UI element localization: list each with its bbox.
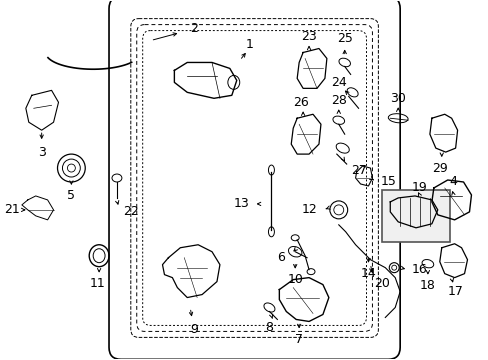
Text: 10: 10 [286, 273, 303, 286]
Text: 23: 23 [301, 30, 316, 43]
Text: 28: 28 [330, 94, 346, 107]
Text: 9: 9 [190, 323, 198, 336]
Text: 30: 30 [389, 92, 406, 105]
Text: 26: 26 [293, 96, 308, 109]
Text: 25: 25 [336, 32, 352, 45]
Text: 22: 22 [122, 205, 139, 219]
Text: 7: 7 [295, 333, 303, 346]
Text: 29: 29 [431, 162, 447, 175]
Text: 12: 12 [301, 203, 316, 216]
Text: 13: 13 [233, 197, 249, 210]
Text: 24: 24 [330, 76, 346, 89]
Text: 19: 19 [411, 181, 427, 194]
Text: 2: 2 [190, 22, 198, 35]
Text: 20: 20 [374, 277, 389, 290]
Bar [382, 190, 449, 242]
Text: 11: 11 [89, 277, 105, 290]
Text: 3: 3 [38, 145, 45, 159]
Text: 6: 6 [277, 251, 285, 264]
Text: 17: 17 [447, 285, 463, 298]
Text: 8: 8 [265, 321, 273, 334]
Text: 15: 15 [380, 175, 395, 189]
Text: 21: 21 [4, 203, 20, 216]
Text: 27: 27 [350, 163, 366, 176]
Text: 1: 1 [245, 38, 253, 51]
Text: 4: 4 [449, 175, 457, 189]
Text: 16: 16 [411, 263, 427, 276]
Text: 5: 5 [67, 189, 75, 202]
Text: 14: 14 [360, 267, 376, 280]
Text: 18: 18 [419, 279, 435, 292]
